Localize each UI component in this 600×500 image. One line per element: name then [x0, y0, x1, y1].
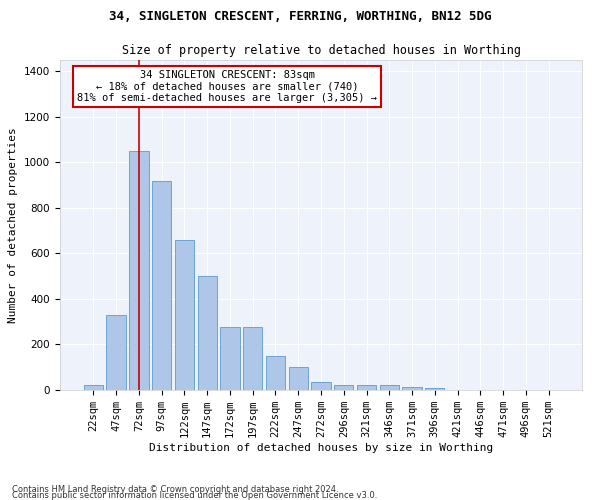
Title: Size of property relative to detached houses in Worthing: Size of property relative to detached ho…	[121, 44, 521, 58]
Bar	[106, 315, 126, 390]
Bar	[334, 386, 353, 390]
Bar	[152, 180, 172, 390]
Text: 34 SINGLETON CRESCENT: 83sqm
← 18% of detached houses are smaller (740)
81% of s: 34 SINGLETON CRESCENT: 83sqm ← 18% of de…	[77, 70, 377, 103]
Bar	[197, 276, 217, 390]
Text: Contains public sector information licensed under the Open Government Licence v3: Contains public sector information licen…	[12, 490, 377, 500]
Bar	[425, 388, 445, 390]
Bar	[220, 328, 239, 390]
Bar	[403, 386, 422, 390]
Bar	[357, 386, 376, 390]
Text: 34, SINGLETON CRESCENT, FERRING, WORTHING, BN12 5DG: 34, SINGLETON CRESCENT, FERRING, WORTHIN…	[109, 10, 491, 23]
Bar	[266, 356, 285, 390]
Bar	[289, 367, 308, 390]
Bar	[311, 382, 331, 390]
Text: Contains HM Land Registry data © Crown copyright and database right 2024.: Contains HM Land Registry data © Crown c…	[12, 484, 338, 494]
Bar	[243, 328, 262, 390]
Bar	[175, 240, 194, 390]
Bar	[129, 151, 149, 390]
Bar	[380, 386, 399, 390]
Y-axis label: Number of detached properties: Number of detached properties	[8, 127, 19, 323]
Bar	[84, 386, 103, 390]
X-axis label: Distribution of detached houses by size in Worthing: Distribution of detached houses by size …	[149, 443, 493, 453]
